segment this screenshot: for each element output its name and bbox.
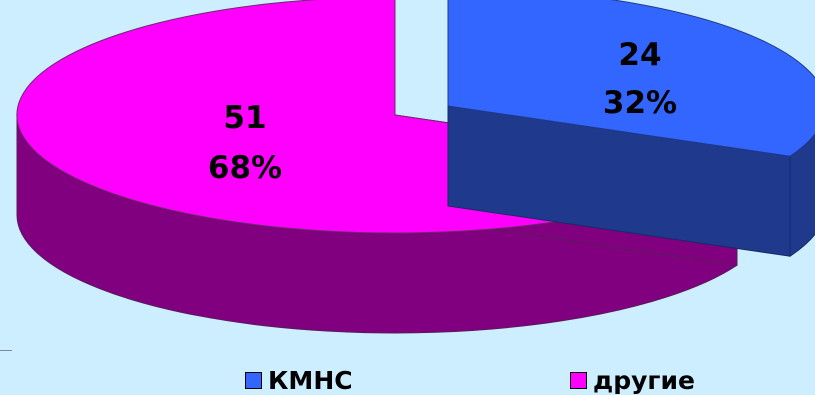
- data-label-kmns-percent: 32%: [603, 85, 677, 121]
- chart-legend: КМНС другие: [0, 366, 815, 395]
- legend-item-kmns[interactable]: КМНС: [245, 366, 353, 395]
- legend-item-drugie[interactable]: другие: [570, 366, 695, 395]
- slice-group-kmns: [447, 0, 815, 258]
- axis-tick: [0, 350, 12, 351]
- pie-slice-top-kmns: [447, 0, 815, 157]
- pie-slice-side-kmns: [789, 133, 815, 258]
- legend-swatch-kmns: [245, 372, 262, 389]
- data-label-drugie-value: 51: [223, 100, 266, 136]
- data-label-kmns-value: 24: [618, 37, 661, 73]
- legend-label-kmns: КМНС: [268, 366, 353, 395]
- legend-swatch-drugie: [570, 372, 587, 389]
- data-label-drugie-percent: 68%: [208, 150, 282, 186]
- pie-chart: 51 68% 24 32%: [16, 0, 815, 334]
- legend-label-drugie: другие: [593, 366, 695, 395]
